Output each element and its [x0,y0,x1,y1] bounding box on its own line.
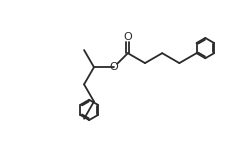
Text: O: O [109,62,118,72]
Text: O: O [123,32,132,42]
